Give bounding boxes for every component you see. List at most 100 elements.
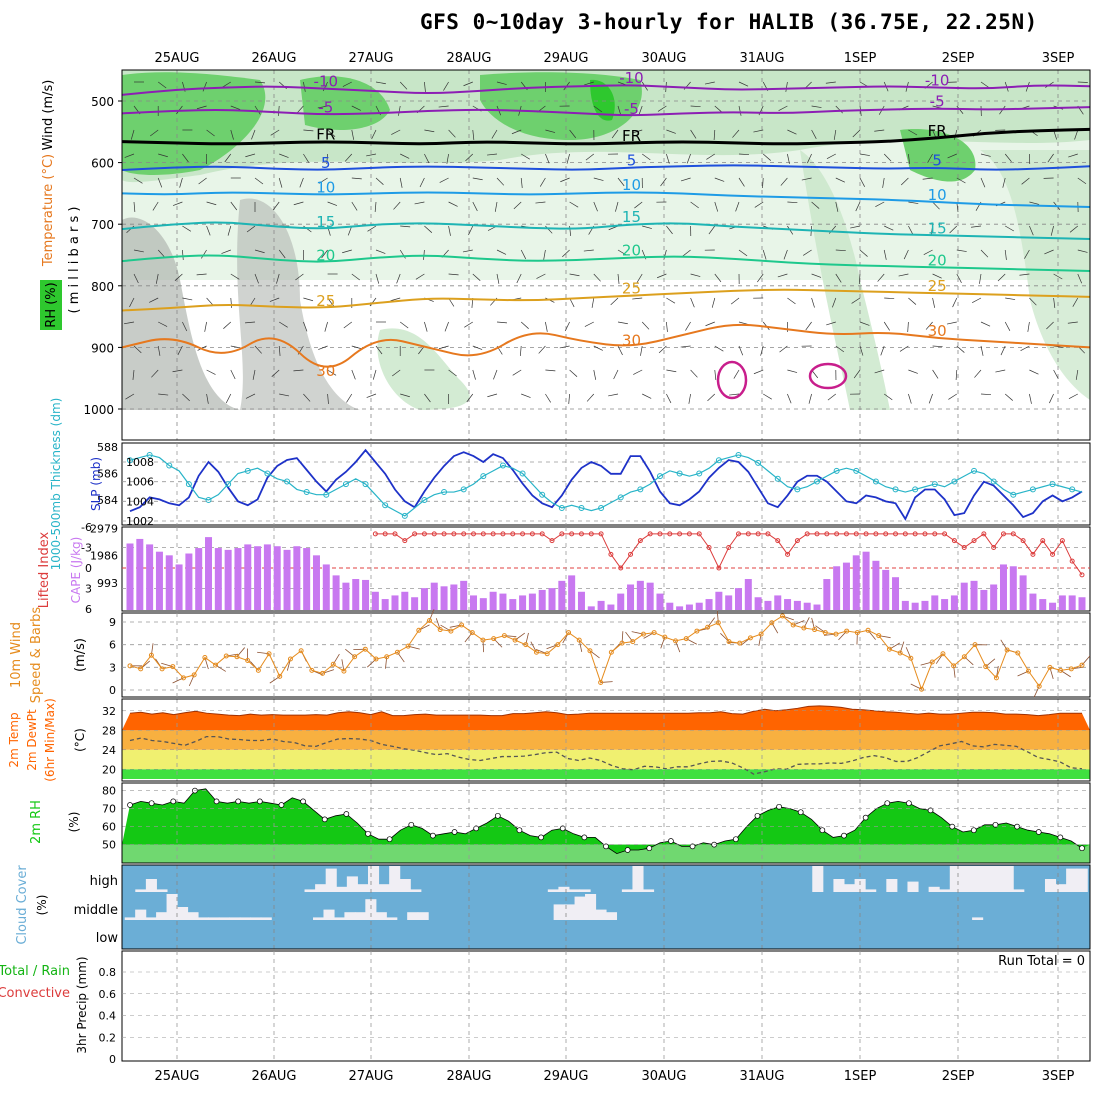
temp2m-tick-label: 28 bbox=[102, 724, 116, 737]
cape-bar bbox=[499, 594, 506, 610]
cloud-high-bar bbox=[939, 889, 950, 892]
rh2m-marker bbox=[798, 810, 803, 815]
rh2m-tick-label: 80 bbox=[102, 785, 116, 798]
top-date-label: 1SEP bbox=[844, 51, 877, 66]
temp2m-tick-label: 32 bbox=[102, 705, 116, 718]
cloud-high-bar bbox=[812, 866, 823, 892]
precip-tick-label: 0.2 bbox=[99, 1031, 117, 1044]
cloud-tick-label: low bbox=[96, 931, 119, 946]
cape-bar bbox=[588, 606, 595, 610]
cloud-middle-bar bbox=[198, 917, 209, 920]
cloud-high-bar bbox=[632, 866, 643, 892]
cloud-high-bar bbox=[410, 889, 421, 892]
cloud-middle-bar bbox=[606, 912, 617, 920]
bottom-date-label: 1SEP bbox=[844, 1069, 877, 1084]
precip-tick-label: 0 bbox=[109, 1053, 116, 1066]
cape-bar bbox=[804, 603, 811, 610]
rh2m-marker bbox=[1058, 835, 1063, 840]
cape-bar bbox=[666, 603, 673, 610]
precip-tick-label: 0.8 bbox=[99, 966, 117, 979]
below-1000 bbox=[122, 410, 1090, 440]
rh2m-marker bbox=[279, 803, 284, 808]
contour-label: FR bbox=[316, 126, 335, 144]
cloud-middle-bar bbox=[135, 910, 146, 920]
rh2m-marker bbox=[820, 828, 825, 833]
cloud-label: Cloud Cover bbox=[15, 865, 30, 945]
cape-bar bbox=[882, 570, 889, 610]
cape-bar bbox=[686, 605, 693, 610]
millibars-label: ( m i l l i b a r s ) bbox=[67, 207, 82, 314]
cape-bar bbox=[784, 599, 791, 610]
cloud-middle-bar bbox=[386, 917, 397, 920]
cloud-middle-bar bbox=[240, 917, 251, 920]
cape-bar bbox=[156, 552, 163, 610]
cape-bar bbox=[225, 550, 232, 610]
precip-tick-label: 0.4 bbox=[99, 1010, 117, 1023]
cape-bar bbox=[323, 564, 330, 610]
contour-label: -5 bbox=[624, 100, 639, 118]
cape-bar bbox=[735, 588, 742, 610]
cape-bar bbox=[244, 544, 251, 610]
cloud-high-bar bbox=[950, 866, 961, 892]
contour-label: 30 bbox=[928, 322, 947, 340]
bottom-date-label: 29AUG bbox=[543, 1069, 588, 1084]
cloud-high-bar bbox=[580, 889, 591, 892]
cape-bar bbox=[460, 581, 467, 610]
rh2m-marker bbox=[387, 837, 392, 842]
bottom-date-label: 31AUG bbox=[739, 1069, 784, 1084]
cloud-high-bar bbox=[336, 887, 347, 892]
cape-bar bbox=[421, 588, 428, 610]
convective-label: Convective bbox=[0, 986, 70, 1001]
cape-bar bbox=[558, 581, 565, 610]
wind10m-tick-label: 3 bbox=[109, 661, 116, 674]
cloud-middle-bar bbox=[344, 912, 355, 920]
contour-label: -5 bbox=[318, 99, 333, 117]
cape-bar bbox=[127, 543, 134, 610]
cape-bar bbox=[490, 592, 497, 610]
cape-bar bbox=[352, 579, 359, 610]
cape-bar bbox=[284, 550, 291, 610]
thickness-tick-label: 588 bbox=[97, 441, 118, 454]
wind10m-line bbox=[130, 616, 1082, 689]
cloud-middle-bar bbox=[334, 917, 345, 920]
slp-tick-label: 1004 bbox=[126, 495, 154, 508]
lifted-tick-label: 6 bbox=[85, 603, 92, 616]
rh2m-marker bbox=[950, 824, 955, 829]
cloud-middle-bar bbox=[407, 912, 418, 920]
cape-bar bbox=[264, 544, 271, 610]
cloud-middle-bar bbox=[219, 917, 230, 920]
cape-bar bbox=[833, 566, 840, 610]
rh2m-marker bbox=[971, 828, 976, 833]
wind10m-label: 10m Wind bbox=[9, 622, 24, 688]
cape-bar bbox=[549, 588, 556, 610]
wind10m-units-label: (m/s) bbox=[73, 638, 88, 672]
cape-bar bbox=[519, 595, 526, 610]
cape-bar bbox=[863, 552, 870, 610]
cape-bar bbox=[205, 537, 212, 610]
cape-bar bbox=[1010, 566, 1017, 610]
precip-frame bbox=[122, 951, 1090, 1061]
cloud-high-bar bbox=[1056, 884, 1067, 892]
rh2m-marker bbox=[539, 835, 544, 840]
cape-bar bbox=[333, 575, 340, 610]
rh2m-marker bbox=[885, 801, 890, 806]
cape-bar bbox=[185, 554, 192, 610]
top-date-label: 31AUG bbox=[739, 51, 784, 66]
cloud-high-bar bbox=[315, 884, 326, 892]
cape-bar bbox=[656, 594, 663, 610]
cloud-middle-bar bbox=[146, 917, 157, 920]
cape-bar bbox=[912, 603, 919, 610]
top-date-label: 26AUG bbox=[251, 51, 296, 66]
cape-bar bbox=[1049, 603, 1056, 610]
cape-bar bbox=[1079, 597, 1086, 610]
cape-bar bbox=[676, 606, 683, 610]
cape-bar bbox=[755, 597, 762, 610]
cape-bar bbox=[921, 601, 928, 610]
rh2m-label: 2m RH bbox=[29, 800, 44, 844]
contour-label: 5 bbox=[321, 154, 331, 172]
cloud-high-bar bbox=[400, 879, 411, 892]
minmax-label: (6hr Min/Max) bbox=[43, 698, 57, 782]
wind10m-tick-label: 9 bbox=[109, 616, 116, 629]
rh2m-marker bbox=[755, 813, 760, 818]
